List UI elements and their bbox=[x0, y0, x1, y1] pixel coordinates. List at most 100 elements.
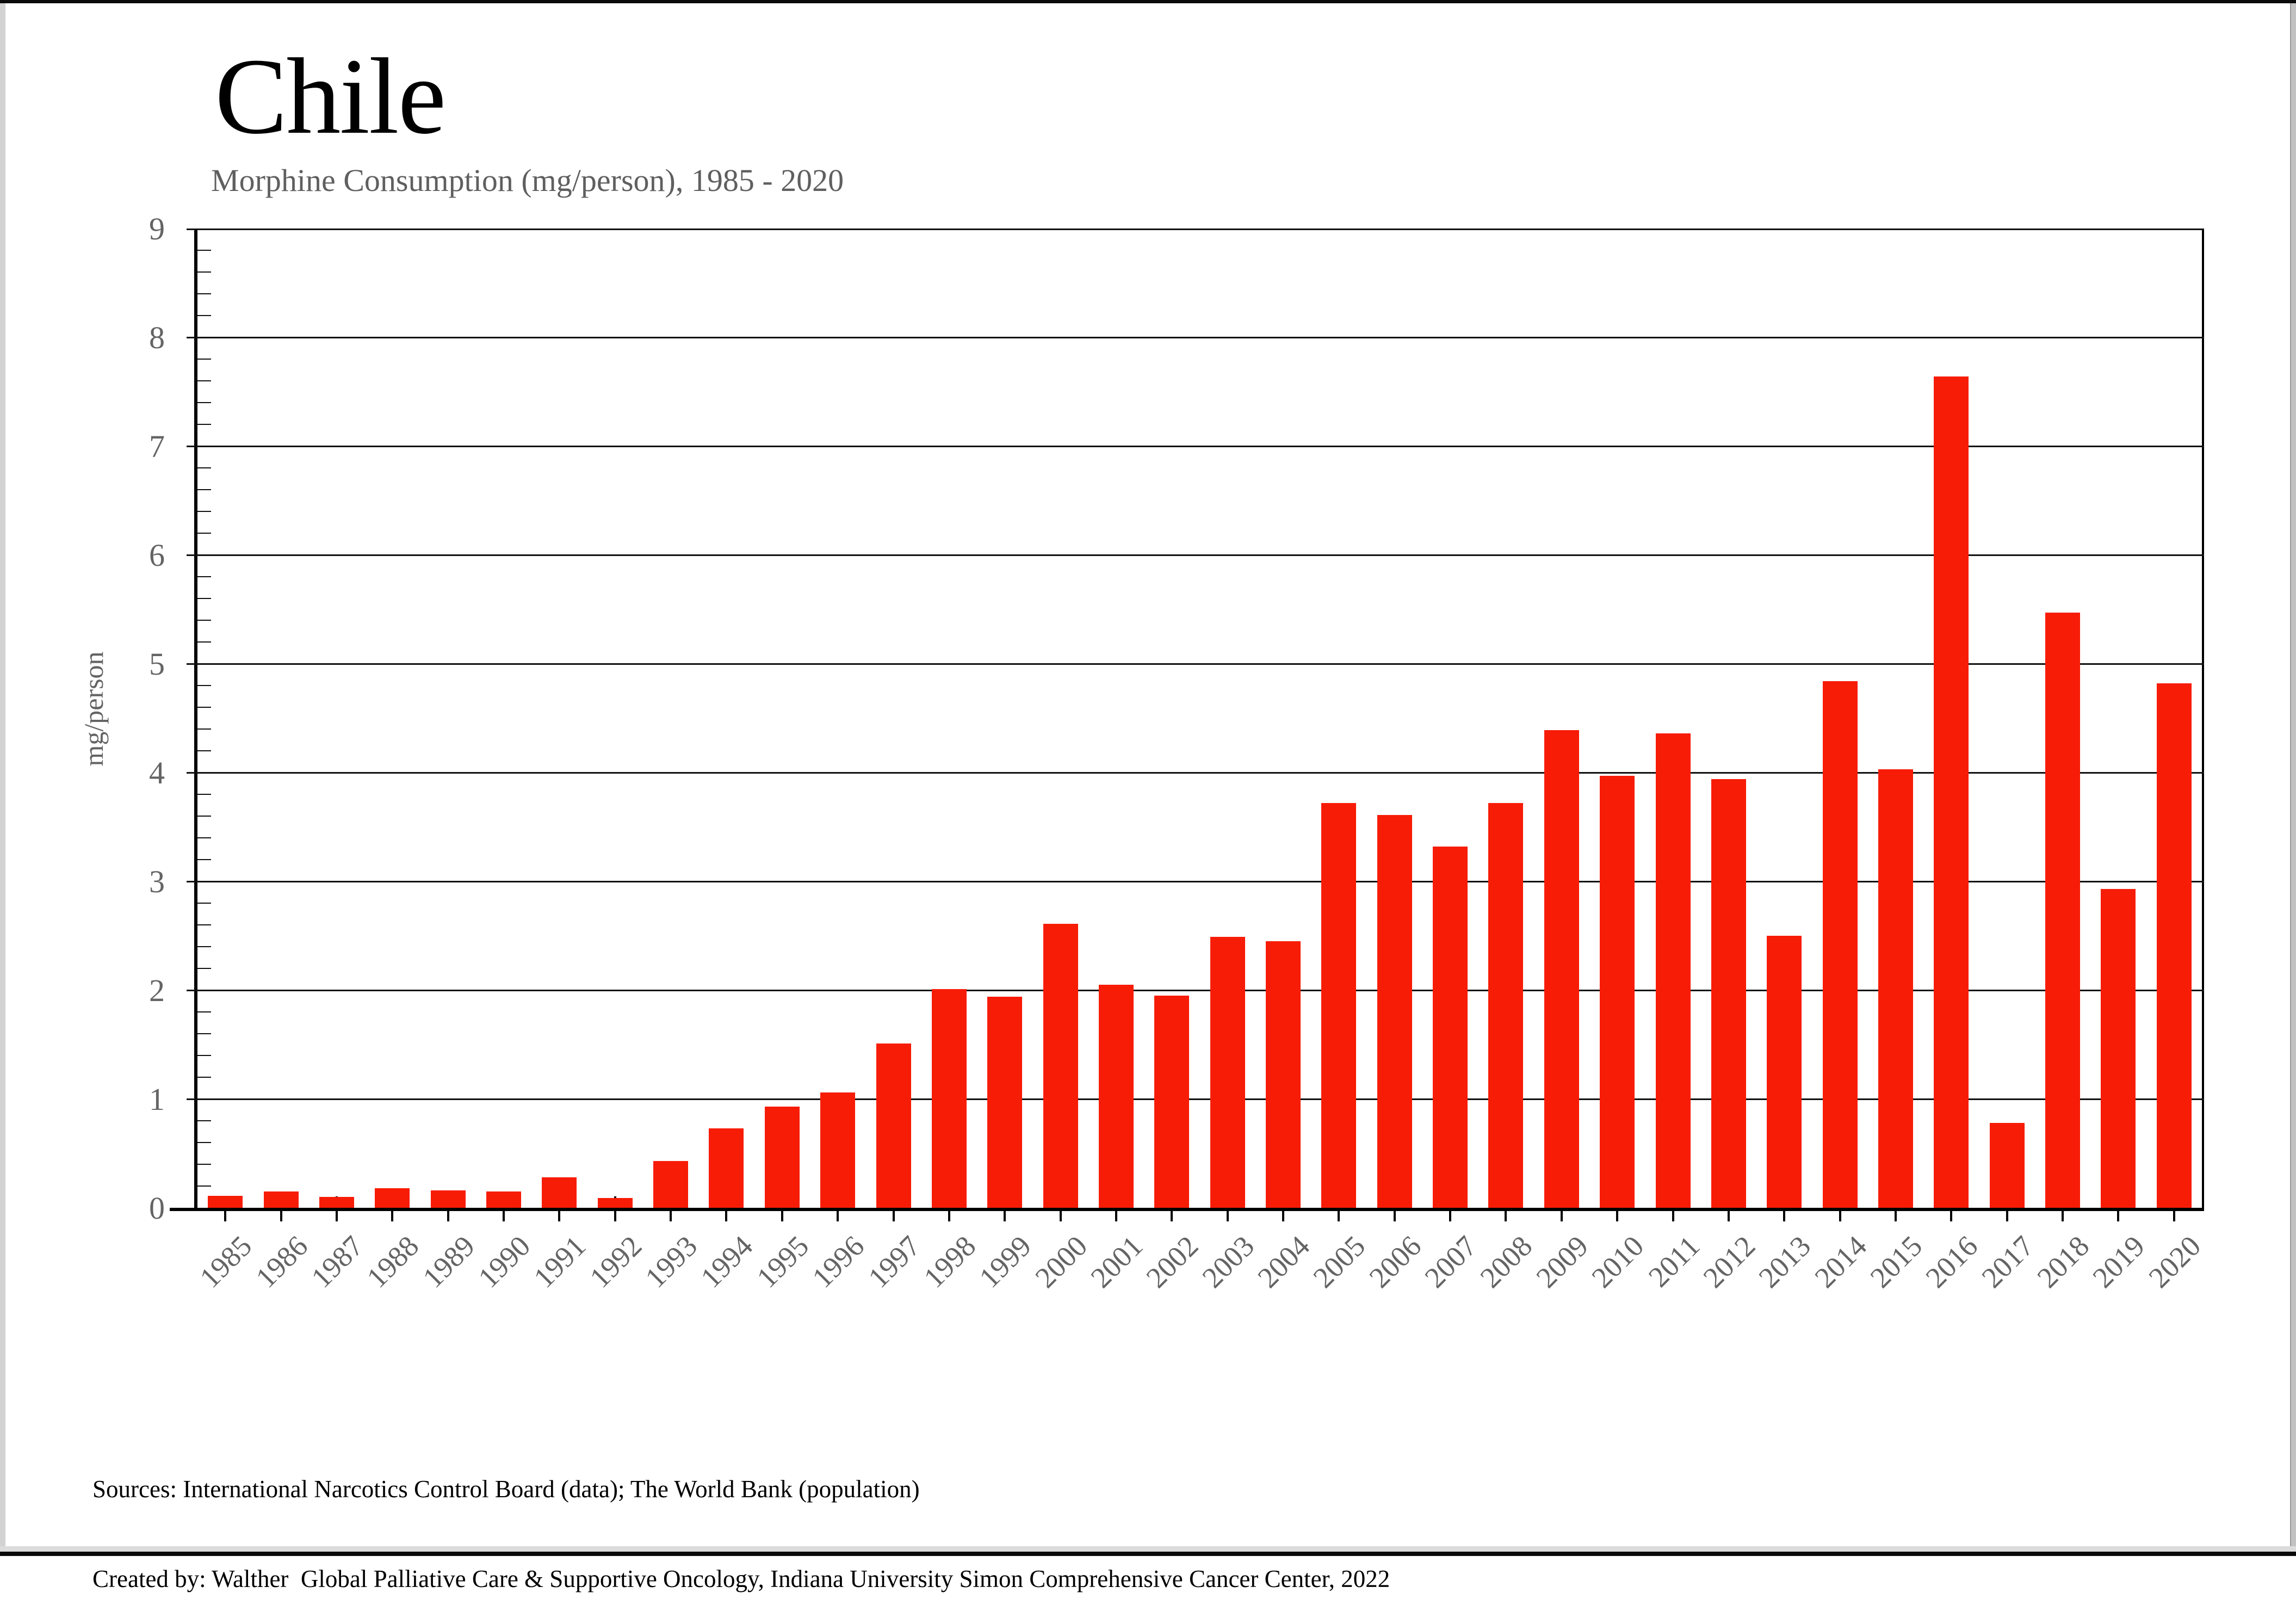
y-minor-tick bbox=[197, 728, 211, 730]
gridline-6 bbox=[187, 554, 2204, 556]
window-frame-right bbox=[2290, 3, 2296, 1552]
bar-1992 bbox=[597, 1198, 633, 1208]
y-minor-tick bbox=[197, 924, 211, 925]
bar-2000 bbox=[1043, 924, 1078, 1208]
bar-2012 bbox=[1711, 779, 1746, 1208]
chart-subtitle: Morphine Consumption (mg/person), 1985 -… bbox=[211, 163, 844, 198]
sources-line: Sources: International Narcotics Control… bbox=[92, 1475, 920, 1503]
bar-1990 bbox=[486, 1191, 521, 1208]
y-minor-tick bbox=[197, 794, 211, 795]
y-minor-tick bbox=[197, 293, 211, 294]
y-minor-tick bbox=[197, 1164, 211, 1165]
window-frame-bottom bbox=[0, 1552, 2296, 1556]
x-tick-1998 bbox=[948, 1196, 950, 1221]
gridline-7 bbox=[187, 446, 2204, 447]
bar-2011 bbox=[1655, 733, 1691, 1208]
bar-2017 bbox=[1989, 1123, 2025, 1208]
y-minor-tick bbox=[197, 946, 211, 947]
bar-1999 bbox=[987, 997, 1023, 1208]
bar-2009 bbox=[1544, 730, 1579, 1208]
bar-2007 bbox=[1433, 847, 1468, 1208]
y-minor-tick bbox=[197, 837, 211, 838]
y-minor-tick bbox=[197, 903, 211, 904]
x-tick-1992 bbox=[614, 1196, 616, 1221]
x-tick-2010 bbox=[1616, 1196, 1619, 1221]
window-frame-left bbox=[0, 3, 5, 1552]
x-tick-2004 bbox=[1282, 1196, 1285, 1221]
x-tick-2013 bbox=[1783, 1196, 1786, 1221]
x-tick-1989 bbox=[447, 1196, 449, 1221]
y-minor-tick bbox=[197, 859, 211, 860]
x-tick-2018 bbox=[2062, 1196, 2064, 1221]
gridline-2 bbox=[187, 990, 2204, 991]
y-minor-tick bbox=[197, 1142, 211, 1143]
y-minor-tick bbox=[197, 1055, 211, 1056]
y-axis-line bbox=[194, 229, 197, 1211]
bar-1988 bbox=[375, 1188, 410, 1208]
x-tick-1991 bbox=[558, 1196, 561, 1221]
x-tick-1985 bbox=[224, 1196, 227, 1221]
plot-right-border bbox=[2202, 229, 2204, 1211]
gridline-1 bbox=[187, 1098, 2204, 1100]
bar-2016 bbox=[1934, 376, 1969, 1208]
bar-2015 bbox=[1878, 769, 1913, 1208]
bar-1985 bbox=[208, 1196, 243, 1208]
y-minor-tick bbox=[197, 707, 211, 708]
bar-1991 bbox=[542, 1177, 577, 1208]
bar-1996 bbox=[820, 1092, 856, 1208]
y-minor-tick bbox=[197, 511, 211, 512]
bar-1994 bbox=[709, 1128, 744, 1208]
bar-1986 bbox=[263, 1191, 299, 1208]
x-tick-1994 bbox=[725, 1196, 728, 1221]
y-minor-tick bbox=[197, 1077, 211, 1078]
x-tick-2005 bbox=[1338, 1196, 1340, 1221]
x-tick-2009 bbox=[1560, 1196, 1563, 1221]
y-minor-tick bbox=[197, 816, 211, 817]
y-minor-tick bbox=[197, 685, 211, 686]
x-tick-2015 bbox=[1895, 1196, 1897, 1221]
x-tick-2003 bbox=[1226, 1196, 1229, 1221]
bar-2020 bbox=[2156, 683, 2192, 1208]
y-tick-label-9: 9 bbox=[149, 211, 165, 246]
x-tick-1995 bbox=[781, 1196, 783, 1221]
y-minor-tick bbox=[197, 576, 211, 577]
y-minor-tick bbox=[197, 424, 211, 425]
y-minor-tick bbox=[197, 968, 211, 969]
x-tick-2001 bbox=[1115, 1196, 1117, 1221]
bar-2019 bbox=[2101, 889, 2136, 1208]
bar-2005 bbox=[1321, 803, 1357, 1208]
chart-title: Chile bbox=[215, 36, 446, 157]
bar-2014 bbox=[1822, 681, 1858, 1208]
y-tick-label-8: 8 bbox=[149, 320, 165, 355]
y-tick-label-5: 5 bbox=[149, 646, 165, 682]
bar-2004 bbox=[1266, 941, 1301, 1208]
y-minor-tick bbox=[197, 1011, 211, 1012]
y-tick-label-1: 1 bbox=[149, 1082, 165, 1117]
x-tick-2019 bbox=[2117, 1196, 2120, 1221]
x-tick-1987 bbox=[335, 1196, 338, 1221]
x-tick-1993 bbox=[670, 1196, 672, 1221]
x-tick-2006 bbox=[1393, 1196, 1396, 1221]
bar-2006 bbox=[1377, 815, 1412, 1208]
bar-1997 bbox=[876, 1043, 911, 1208]
y-minor-tick bbox=[197, 467, 211, 468]
y-tick-label-6: 6 bbox=[149, 538, 165, 573]
bar-2002 bbox=[1154, 996, 1190, 1208]
x-tick-2008 bbox=[1505, 1196, 1507, 1221]
bar-1998 bbox=[931, 989, 967, 1208]
x-tick-1986 bbox=[280, 1196, 282, 1221]
bar-2003 bbox=[1210, 937, 1245, 1208]
y-minor-tick bbox=[197, 271, 211, 273]
x-tick-2017 bbox=[2006, 1196, 2008, 1221]
bar-2018 bbox=[2045, 613, 2081, 1208]
x-tick-2014 bbox=[1839, 1196, 1841, 1221]
bar-2013 bbox=[1767, 936, 1802, 1208]
y-minor-tick bbox=[197, 380, 211, 381]
x-tick-2002 bbox=[1171, 1196, 1173, 1221]
x-tick-1996 bbox=[837, 1196, 839, 1221]
y-tick-label-2: 2 bbox=[149, 973, 165, 1008]
y-minor-tick bbox=[197, 315, 211, 316]
y-minor-tick bbox=[197, 598, 211, 599]
bar-1987 bbox=[319, 1197, 354, 1208]
